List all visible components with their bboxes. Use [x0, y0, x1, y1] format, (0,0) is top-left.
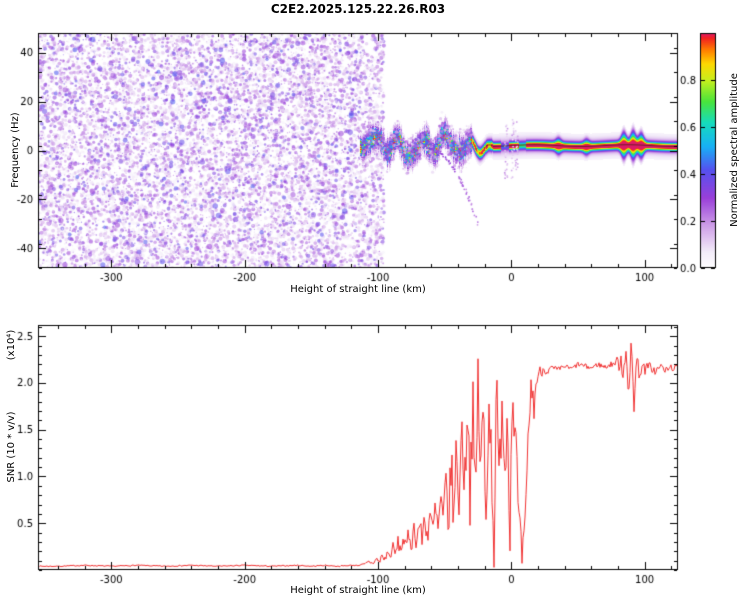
colorbar-label: Normalized spectral amplitude — [729, 73, 740, 227]
spectrogram-xlabel: Height of straight line (km) — [290, 284, 426, 295]
spectrogram-ylabel: Frequency (Hz) — [10, 112, 21, 188]
snr-xlabel: Height of straight line (km) — [290, 585, 426, 596]
snr-ylabel: SNR (10 * v/v) — [6, 411, 17, 483]
snr-scale-label: (x10⁴) — [6, 329, 17, 361]
figure-title: C2E2.2025.125.22.26.R03 — [270, 2, 446, 16]
